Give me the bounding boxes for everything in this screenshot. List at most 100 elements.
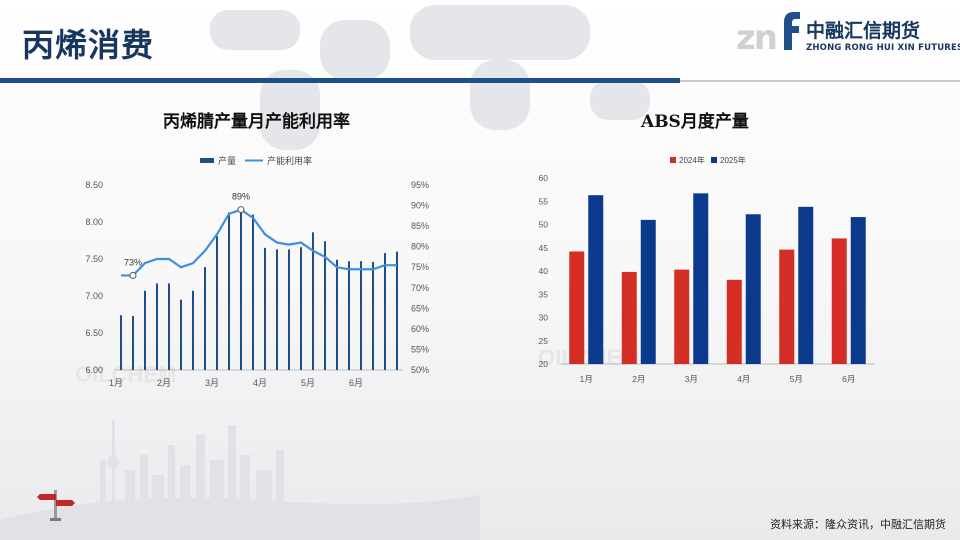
x-tick-label: 2月 (632, 374, 645, 384)
y-tick-label: 60 (539, 173, 549, 183)
bar-production (120, 315, 122, 370)
logo-chinese-name: 中融汇信期货 (806, 20, 921, 42)
x-tick-label: 4月 (253, 378, 267, 388)
company-logo: zn 中融汇信期货 ZHONG RONG HUI XIN FUTURES (736, 12, 960, 58)
legend-swatch-2025 (711, 157, 717, 163)
x-tick-label: 6月 (842, 374, 855, 384)
bar-production (216, 236, 218, 370)
bar-production (372, 261, 374, 370)
logo-english-name: ZHONG RONG HUI XIN FUTURES (806, 43, 960, 53)
y-left-tick-label: 8.00 (85, 217, 103, 227)
legend-label-2025: 2025年 (720, 155, 746, 165)
x-tick-label: 4月 (737, 374, 750, 384)
legend-label-2024: 2024年 (679, 155, 705, 165)
legend-label-bar: 产量 (218, 155, 236, 166)
bar-production (360, 261, 362, 370)
legend-swatch-2024 (670, 157, 676, 163)
x-tick-label: 2月 (157, 378, 171, 388)
y-left-tick-label: 6.00 (85, 365, 103, 375)
y-tick-label: 25 (539, 336, 549, 346)
y-tick-label: 20 (539, 359, 549, 369)
city-skyline-decoration (0, 420, 480, 540)
bar-2024年 (726, 279, 742, 364)
y-right-tick-label: 95% (411, 180, 429, 190)
x-tick-label: 6月 (349, 378, 363, 388)
y-right-tick-label: 90% (411, 201, 429, 211)
bar-production (264, 247, 266, 370)
y-tick-label: 40 (539, 266, 549, 276)
bar-production (252, 214, 254, 370)
bar-production (312, 232, 314, 370)
y-left-tick-label: 7.00 (85, 291, 103, 301)
y-tick-label: 35 (539, 289, 549, 299)
logo-mark: zn (736, 18, 778, 58)
bar-production (192, 290, 194, 370)
legend-label-line: 产能利用率 (267, 155, 312, 166)
y-right-tick-label: 55% (411, 344, 429, 354)
y-tick-label: 55 (539, 196, 549, 206)
bar-production (336, 259, 338, 370)
x-tick-label: 1月 (580, 374, 593, 384)
bar-production (300, 247, 302, 370)
logo-f-icon (784, 12, 800, 50)
bar-2025年 (745, 214, 761, 364)
y-tick-label: 50 (539, 220, 549, 230)
bar-production (168, 283, 170, 370)
page-title: 丙烯消费 (22, 26, 155, 64)
bar-2024年 (674, 269, 690, 364)
chart2-svg: OILCHEM2024年2025年2025303540455055601月2月3… (538, 155, 875, 384)
bar-production (228, 212, 230, 370)
y-left-tick-label: 6.50 (85, 328, 103, 338)
world-map-background (210, 5, 650, 150)
bar-production (276, 249, 278, 370)
y-left-tick-label: 7.50 (85, 254, 103, 264)
bar-2025年 (588, 195, 604, 364)
bar-production (240, 210, 242, 370)
source-note: 资料来源：隆众资讯，中融汇信期货 (770, 518, 946, 531)
bar-production (384, 253, 386, 370)
annotation-label: 73% (124, 257, 142, 267)
bar-2024年 (621, 271, 637, 364)
y-right-tick-label: 80% (411, 242, 429, 252)
line-utilization (121, 208, 397, 277)
bar-production (204, 267, 206, 370)
bar-2025年 (798, 206, 814, 364)
chart2-title: ABS月度产量 (641, 112, 749, 132)
bar-production (396, 251, 398, 370)
y-right-tick-label: 50% (411, 365, 429, 375)
annotation-label: 89% (232, 192, 250, 202)
y-left-tick-label: 8.50 (85, 180, 103, 190)
bar-2024年 (831, 238, 847, 364)
bar-production (324, 241, 326, 370)
x-tick-label: 1月 (109, 378, 123, 388)
signpost-icon (37, 490, 75, 521)
x-tick-label: 5月 (301, 378, 315, 388)
bar-production (180, 299, 182, 370)
bar-production (132, 315, 134, 370)
y-right-tick-label: 65% (411, 303, 429, 313)
annotation-point (237, 206, 245, 214)
bar-production (144, 290, 146, 370)
annotation-point (129, 271, 137, 279)
y-right-tick-label: 70% (411, 283, 429, 293)
legend-swatch-bar (200, 158, 214, 163)
y-right-tick-label: 75% (411, 262, 429, 272)
chart1-title: 丙烯腈产量月产能利用率 (163, 112, 350, 132)
bar-2025年 (693, 193, 709, 364)
bar-2025年 (640, 219, 656, 364)
bar-production (348, 261, 350, 370)
title-underline-bar (0, 78, 680, 83)
y-tick-label: 45 (539, 243, 549, 253)
y-right-tick-label: 85% (411, 221, 429, 231)
x-tick-label: 3月 (205, 378, 219, 388)
bar-2024年 (779, 249, 795, 364)
bar-2024年 (569, 251, 585, 364)
watermark-text: OILCHEM (75, 362, 176, 387)
bar-production (288, 249, 290, 370)
y-tick-label: 30 (539, 313, 549, 323)
title-underline-thin (680, 80, 960, 82)
chart1-svg: OILCHEM 产量 产能利用率 6.00 6.50 7.00 7.50 8.00 8.50 50… (75, 155, 429, 388)
y-right-tick-label: 60% (411, 324, 429, 334)
x-tick-label: 3月 (685, 374, 698, 384)
